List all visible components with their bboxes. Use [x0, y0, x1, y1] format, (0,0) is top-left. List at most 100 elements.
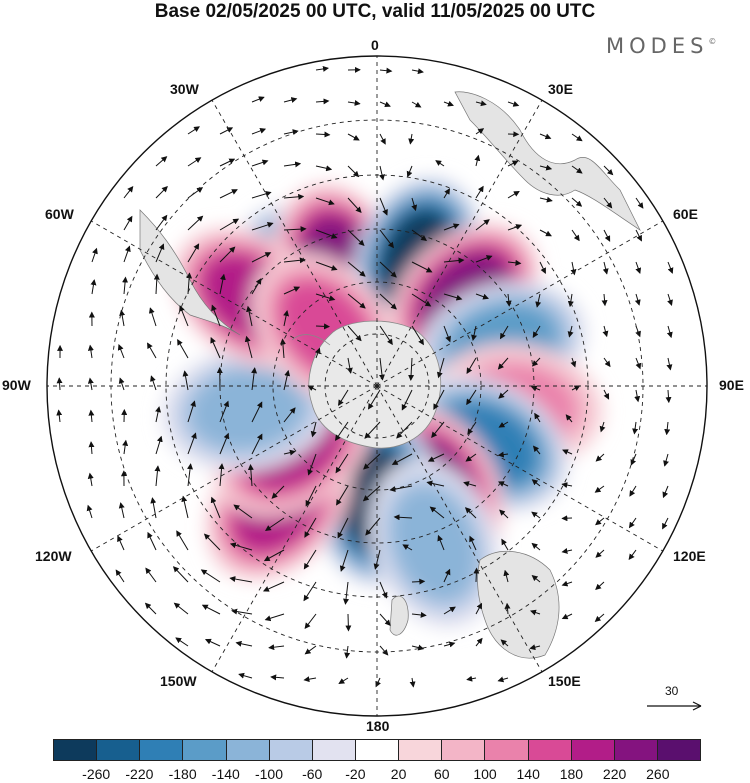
wind-vector-arrow	[443, 641, 456, 648]
meridian-line	[90, 220, 378, 387]
wind-vector-arrow	[187, 432, 197, 455]
wind-vector-arrow	[379, 133, 386, 145]
wind-vector-arrow	[443, 606, 456, 615]
wind-vector-arrow	[599, 421, 606, 433]
wind-vector-arrow	[56, 409, 63, 423]
wind-vector-arrow	[187, 215, 204, 231]
wind-vector-arrow	[635, 261, 642, 274]
wind-vector-arrow	[475, 185, 484, 199]
wind-vector-arrow	[268, 644, 285, 651]
wind-vector-arrow	[219, 246, 236, 263]
wind-vector-arrow	[155, 214, 168, 231]
south-america-coast	[139, 209, 241, 336]
wind-vector-arrow	[501, 538, 509, 551]
wind-vector-arrow	[391, 453, 413, 465]
wind-vector-arrow	[507, 190, 520, 199]
wind-vector-arrow	[90, 279, 97, 295]
wind-vector-arrow	[283, 449, 296, 456]
wind-vector-arrow	[247, 463, 254, 487]
wind-vector-arrow	[307, 453, 317, 476]
colorbar-swatch	[183, 740, 227, 760]
wind-vector-arrow	[503, 569, 510, 583]
wind-vector-arrow	[602, 325, 609, 338]
wind-vector-arrow	[630, 453, 637, 466]
wind-vector-arrow	[283, 257, 306, 264]
colorbar-tick-label: -180	[168, 766, 197, 782]
wind-vector-arrow	[532, 325, 541, 339]
wind-vector-arrow	[187, 126, 200, 135]
wind-vector-arrow	[665, 389, 672, 404]
wind-vector-arrow	[270, 674, 285, 681]
lon-label-60e: 60E	[673, 206, 698, 222]
wind-vector-arrow	[251, 278, 262, 295]
wind-vector-arrow	[123, 245, 131, 263]
wind-vector-arrow	[283, 310, 290, 327]
wind-vector-arrow	[122, 439, 129, 455]
wind-vector-arrow	[246, 305, 253, 327]
wind-vector-arrow	[187, 243, 200, 263]
colorbar-tick-label: -220	[125, 766, 154, 782]
wind-vector-arrow	[379, 165, 385, 181]
wind-vector-arrow	[218, 463, 225, 487]
colorbar-tick-label: 180	[559, 766, 584, 782]
wind-vector-arrow	[379, 197, 388, 216]
wind-vector-arrow	[532, 445, 541, 455]
wind-vector-arrow	[251, 222, 274, 231]
wind-vector-arrow	[346, 357, 353, 374]
wind-vector-arrow	[411, 293, 432, 307]
wind-vector-arrow	[172, 566, 189, 583]
wind-vector-arrow	[667, 261, 674, 274]
wind-vector-arrow	[475, 293, 489, 300]
polar-map	[46, 55, 708, 717]
wind-vector-arrow	[334, 421, 349, 441]
wind-vector-arrow	[531, 357, 541, 367]
wind-vector-arrow	[634, 293, 641, 306]
wind-vector-arrow	[347, 261, 366, 277]
wind-vector-arrow	[411, 644, 425, 651]
wind-vector-arrow	[150, 497, 157, 519]
colorbar-swatch	[226, 740, 270, 760]
wind-vector-arrow	[155, 156, 168, 167]
wind-vector-arrow	[219, 189, 238, 199]
arrow-right-icon	[647, 701, 702, 711]
wind-vector-arrow	[363, 453, 381, 470]
wind-vector-arrow	[362, 485, 381, 502]
wind-vector-arrow	[635, 229, 642, 242]
colorbar-tick-label: -100	[254, 766, 284, 782]
wind-vector-arrow	[531, 574, 541, 583]
wind-vector-arrow	[264, 613, 285, 622]
wind-vector-arrow	[87, 344, 94, 359]
wind-vector-arrow	[601, 293, 608, 307]
wind-vector-arrow	[339, 549, 349, 572]
wind-vector-arrow	[570, 357, 577, 368]
wind-vector-arrow	[402, 544, 413, 551]
wind-vector-arrow	[475, 219, 490, 231]
wind-vector-arrow	[347, 165, 360, 178]
lon-label-0: 0	[371, 37, 379, 53]
negative-anomaly	[369, 459, 500, 629]
new-zealand-coast	[389, 595, 409, 636]
wind-vector-arrow	[571, 197, 583, 207]
wind-vector-arrow	[204, 638, 221, 647]
wind-vector-arrow	[187, 187, 204, 199]
wind-vector-arrow	[251, 401, 263, 423]
wind-vector-arrow	[251, 128, 267, 135]
wind-vector-arrow	[315, 65, 329, 72]
wind-vector-arrow	[475, 255, 493, 263]
wind-vector-arrow	[561, 613, 573, 620]
colorbar-swatch	[312, 740, 356, 760]
lon-label-150w: 150W	[160, 673, 197, 689]
wind-vector-arrow	[466, 389, 477, 406]
wind-vector-arrow	[338, 389, 349, 407]
wind-vector-arrow	[303, 549, 317, 570]
wind-vector-arrow	[628, 549, 637, 561]
wind-vector-arrow	[200, 569, 221, 583]
wind-vector-arrow	[571, 165, 583, 174]
wind-vector-arrow	[396, 421, 413, 439]
wind-vector-arrow	[122, 276, 129, 295]
wind-vector-arrow	[343, 581, 350, 605]
wind-vector-arrow	[144, 602, 157, 615]
wind-vector-arrow	[251, 190, 272, 199]
wind-vector-arrow	[664, 421, 671, 436]
wind-vector-arrow	[219, 158, 236, 167]
